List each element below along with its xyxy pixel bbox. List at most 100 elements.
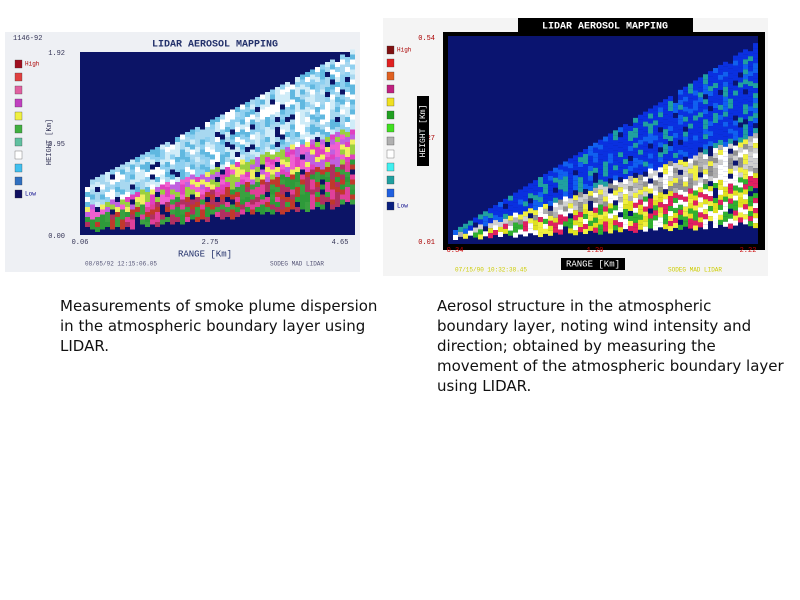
aerosol-cell xyxy=(578,187,583,193)
aerosol-cell xyxy=(718,104,723,110)
aerosol-cell xyxy=(658,107,663,113)
aerosol-cell xyxy=(748,201,753,207)
aerosol-cell xyxy=(623,159,628,165)
aerosol-cell xyxy=(668,126,673,132)
aerosol-cell xyxy=(300,189,305,195)
aerosol-cell xyxy=(728,203,733,209)
aerosol-cell xyxy=(255,127,260,132)
aerosol-cell xyxy=(265,97,270,102)
aerosol-cell xyxy=(693,85,698,91)
aerosol-cell xyxy=(528,193,533,199)
aerosol-cell xyxy=(95,177,100,182)
aerosol-cell xyxy=(688,213,693,219)
aerosol-cell xyxy=(260,119,265,125)
aerosol-cell xyxy=(340,124,345,130)
aerosol-cell xyxy=(205,142,210,147)
aerosol-cell xyxy=(618,147,623,153)
aerosol-cell xyxy=(668,176,673,182)
aerosol-cell xyxy=(728,178,733,184)
legend-swatch xyxy=(14,111,23,121)
aerosol-cell xyxy=(683,186,688,192)
aerosol-cell xyxy=(345,117,350,122)
aerosol-cell xyxy=(573,200,578,206)
aerosol-cell xyxy=(658,217,663,223)
aerosol-cell xyxy=(488,233,493,239)
aerosol-cell xyxy=(568,198,573,204)
aerosol-cell xyxy=(733,135,738,141)
aerosol-cell xyxy=(155,177,160,182)
aerosol-cell xyxy=(310,179,315,185)
aerosol-cell xyxy=(718,174,723,180)
aerosol-cell xyxy=(210,124,215,130)
legend-swatch xyxy=(14,137,23,147)
aerosol-cell xyxy=(210,179,215,185)
aerosol-cell xyxy=(713,78,718,84)
aerosol-cell xyxy=(245,122,250,127)
caption: Measurements of smoke plume dispersion i… xyxy=(60,297,378,355)
aerosol-cell xyxy=(325,82,330,87)
aerosol-cell xyxy=(315,112,320,117)
y-axis-label: HEIGHT [Km] xyxy=(46,119,54,165)
aerosol-cell xyxy=(330,104,335,110)
aerosol-cell xyxy=(125,177,130,182)
aerosol-cell xyxy=(753,138,758,144)
aerosol-cell xyxy=(688,203,693,209)
aerosol-cell xyxy=(683,111,688,117)
aerosol-cell xyxy=(190,214,195,220)
aerosol-cell xyxy=(270,109,275,115)
aerosol-cell xyxy=(320,64,325,70)
aerosol-cell xyxy=(315,172,320,177)
aerosol-cell xyxy=(150,179,155,185)
aerosol-cell xyxy=(753,113,758,119)
aerosol-cell xyxy=(623,164,628,170)
aerosol-cell xyxy=(723,156,728,162)
aerosol-cell xyxy=(225,192,230,197)
aerosol-cell xyxy=(638,199,643,205)
aerosol-cell xyxy=(533,210,538,216)
aerosol-cell xyxy=(290,174,295,180)
aerosol-cell xyxy=(100,214,105,220)
aerosol-cell xyxy=(135,177,140,182)
aerosol-cell xyxy=(663,124,668,130)
aerosol-cell xyxy=(140,194,145,200)
aerosol-cell xyxy=(185,192,190,197)
aerosol-cell xyxy=(738,207,743,213)
aerosol-cell xyxy=(295,127,300,132)
aerosol-cell xyxy=(120,169,125,175)
aerosol-cell xyxy=(573,230,578,236)
aerosol-cell xyxy=(718,214,723,220)
aerosol-cell xyxy=(315,157,320,162)
aerosol-cell xyxy=(270,169,275,175)
aerosol-cell xyxy=(663,174,668,180)
aerosol-cell xyxy=(708,81,713,87)
aerosol-cell xyxy=(538,217,543,223)
aerosol-cell xyxy=(290,104,295,110)
aerosol-cell xyxy=(230,169,235,175)
aerosol-cell xyxy=(743,74,748,80)
aerosol-cell xyxy=(220,159,225,165)
lidar-image: 1146-92 LIDAR AEROSOL MAPPING 1.92 0.95 … xyxy=(5,32,360,272)
aerosol-cell xyxy=(728,123,733,129)
aerosol-cell xyxy=(688,158,693,164)
aerosol-cell xyxy=(723,136,728,142)
aerosol-cell xyxy=(85,222,90,227)
aerosol-cell xyxy=(678,154,683,160)
aerosol-cell xyxy=(723,106,728,112)
x-tick: 0.06 xyxy=(72,239,89,247)
aerosol-cell xyxy=(95,217,100,222)
aerosol-cell xyxy=(548,185,553,191)
image-title: LIDAR AEROSOL MAPPING xyxy=(152,40,278,51)
aerosol-cell xyxy=(518,194,523,200)
aerosol-cell xyxy=(310,184,315,190)
aerosol-cell xyxy=(235,162,240,167)
aerosol-cell xyxy=(598,184,603,190)
aerosol-cell xyxy=(205,147,210,152)
aerosol-cell xyxy=(265,137,270,142)
aerosol-cell xyxy=(260,144,265,150)
aerosol-cell xyxy=(110,204,115,210)
aerosol-cell xyxy=(718,114,723,120)
aerosol-cell xyxy=(493,205,498,211)
aerosol-cell xyxy=(345,172,350,177)
aerosol-cell xyxy=(85,192,90,197)
aerosol-cell xyxy=(235,182,240,187)
